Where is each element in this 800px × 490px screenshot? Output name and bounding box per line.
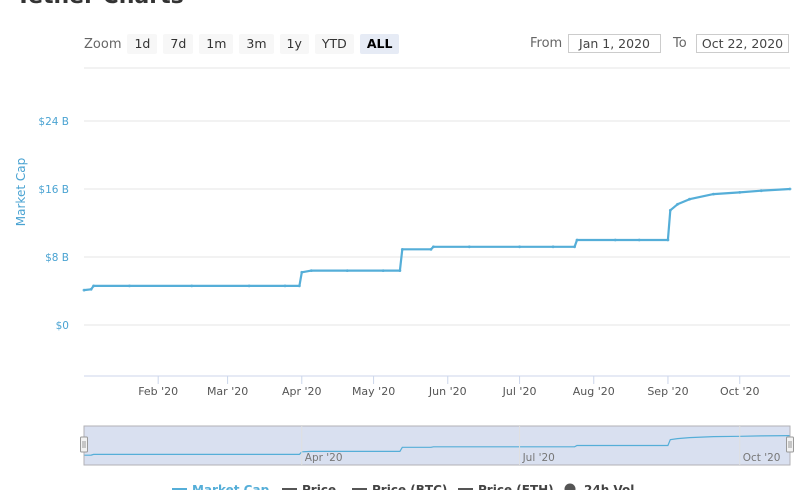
zoom-7d-button[interactable]: 7d <box>163 34 194 54</box>
data-point <box>759 189 763 193</box>
to-label: To <box>673 36 687 51</box>
x-tick-label: Apr '20 <box>282 385 322 398</box>
zoom-1d-button[interactable]: 1d <box>127 34 158 54</box>
y-tick-label: $24 B <box>38 116 69 128</box>
data-point <box>398 269 402 272</box>
data-point <box>738 191 742 194</box>
data-point <box>668 208 672 212</box>
data-point <box>82 288 86 292</box>
from-label: From <box>530 36 563 51</box>
y-axis-title: Market Cap <box>14 158 28 226</box>
navigator-line <box>83 435 791 456</box>
data-point <box>432 245 435 249</box>
data-point <box>128 284 131 288</box>
zoom-1m-button[interactable]: 1m <box>199 34 234 54</box>
data-point <box>688 197 691 201</box>
zoom-bar: Zoom 1d 7d 1m 3m 1y YTD ALL <box>84 34 405 54</box>
zoom-ytd-button[interactable]: YTD <box>314 34 354 54</box>
data-point <box>712 192 715 196</box>
data-point <box>575 238 579 242</box>
legend-item[interactable]: Price (BTC) <box>372 483 447 490</box>
data-point <box>381 269 385 272</box>
zoom-3m-button[interactable]: 3m <box>239 34 274 54</box>
navigator-left-handle[interactable] <box>80 436 88 453</box>
data-point <box>309 269 313 272</box>
data-point <box>283 284 287 288</box>
data-point <box>518 245 521 249</box>
legend-item[interactable]: 24h Vol <box>584 483 634 490</box>
data-point <box>89 287 93 291</box>
data-point <box>551 245 555 249</box>
navigator-tick-label: Apr '20 <box>305 452 343 464</box>
data-point <box>345 269 349 272</box>
data-point <box>573 245 577 249</box>
data-point <box>467 245 471 249</box>
legend-item[interactable]: Market Cap <box>192 483 270 490</box>
x-tick-label: Sep '20 <box>647 385 688 398</box>
x-tick-label: Jul '20 <box>502 385 537 398</box>
page-title: Tether Charts <box>16 0 184 9</box>
data-point <box>297 284 301 288</box>
x-tick-label: Oct '20 <box>720 385 760 398</box>
legend-item[interactable]: Price <box>302 483 336 490</box>
navigator-right-handle[interactable] <box>786 436 794 453</box>
zoom-all-button[interactable]: ALL <box>359 34 400 54</box>
from-date-input[interactable] <box>568 34 661 53</box>
navigator-tick-label: Jul '20 <box>522 452 555 464</box>
data-point <box>92 284 95 288</box>
x-tick-label: Feb '20 <box>138 385 178 398</box>
legend-item[interactable]: Price (ETH) <box>478 483 554 490</box>
zoom-1y-button[interactable]: 1y <box>279 34 309 54</box>
data-point <box>400 247 404 251</box>
data-point <box>637 238 641 242</box>
y-tick-label: $8 B <box>45 252 69 264</box>
y-tick-label: $0 <box>56 320 69 332</box>
data-point <box>676 202 679 206</box>
y-tick-label: $16 B <box>38 184 69 196</box>
navigator-tick-label: Oct '20 <box>743 452 781 464</box>
data-point <box>788 187 792 191</box>
x-tick-label: Aug '20 <box>573 385 615 398</box>
data-point <box>613 238 617 242</box>
navigator-mask <box>84 426 790 465</box>
data-point <box>666 238 670 242</box>
x-tick-label: Mar '20 <box>207 385 248 398</box>
zoom-label: Zoom <box>84 36 122 52</box>
x-tick-label: Jun '20 <box>428 385 467 398</box>
data-point <box>300 270 304 274</box>
data-point <box>247 284 251 288</box>
to-date-input[interactable] <box>696 34 789 53</box>
x-tick-label: May '20 <box>352 385 395 398</box>
market-cap-line <box>83 187 791 292</box>
data-point <box>190 284 194 288</box>
legend-symbol-volume <box>564 483 576 490</box>
data-point <box>429 247 433 251</box>
